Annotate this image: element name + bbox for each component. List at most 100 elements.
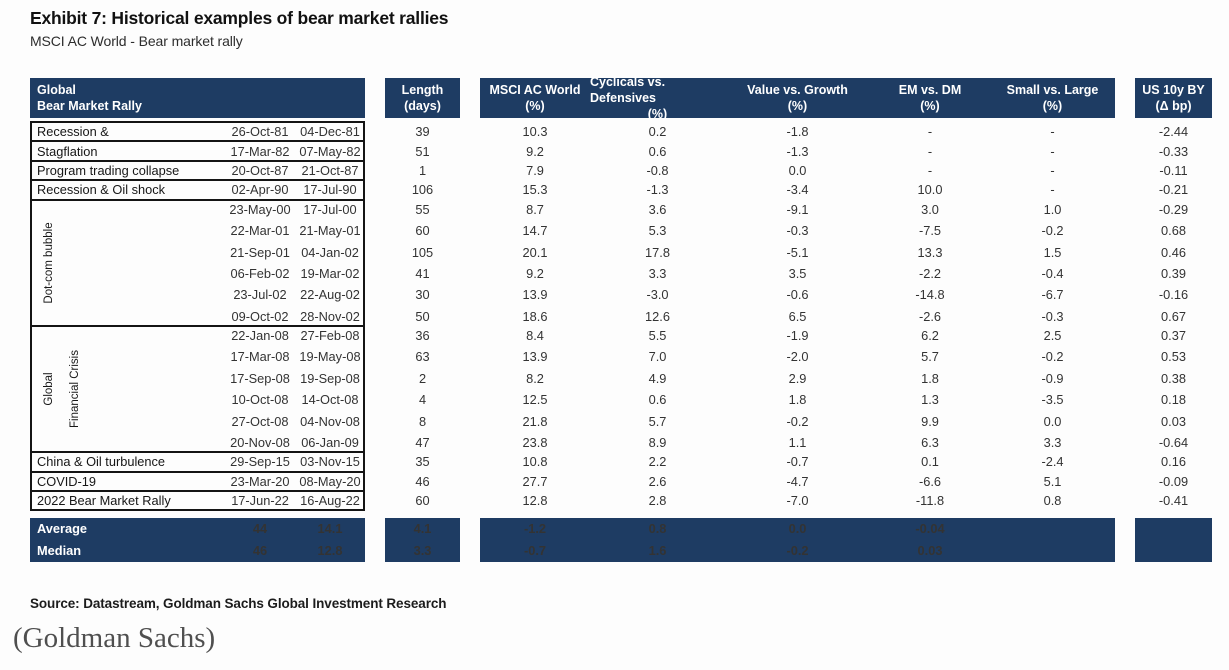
cell-us10y: 0.67	[1161, 308, 1186, 324]
cell-event-label: Program trading collapse	[37, 162, 180, 178]
cell-value-growth: 6.5	[788, 308, 807, 324]
cell-value-growth: 0.0	[725, 518, 870, 541]
cell-us10y: 0.46	[1161, 244, 1186, 260]
cell-end-date: 21-Oct-87	[301, 162, 359, 178]
cell-end-date: 14.1	[295, 518, 365, 541]
table-row: 17-Mar-08 19-May-08 63 13.9 7.0 -2.0 5.7 -0.2 0.…	[30, 346, 1212, 367]
cell-length: 105	[411, 244, 434, 260]
cell-end-date: 27-Feb-08	[300, 328, 360, 344]
event-group: 2022 Bear Market Rally 17-Jun-22 16-Aug-22…	[30, 490, 1212, 512]
cell-end-date: 19-Mar-02	[300, 265, 360, 281]
cell-end-date: 08-May-20	[299, 473, 361, 489]
cell-cyclicals-defensives: 7.0	[648, 349, 667, 365]
cell-us10y: -0.41	[1158, 493, 1189, 509]
cell-msci: 13.9	[522, 349, 548, 365]
cell-em-dm: 3.0	[921, 201, 939, 217]
cell-small-large: -0.4	[1041, 265, 1064, 281]
cell-cyclicals-defensives: 5.7	[648, 413, 667, 429]
cell-msci: 9.2	[526, 265, 544, 281]
cell-length: 63	[415, 349, 430, 365]
cell-small-large: 0.8	[1043, 493, 1062, 509]
event-group-vertical-label: Global	[43, 372, 55, 406]
exhibit-title: Exhibit 7: Historical examples of bear m…	[30, 8, 449, 28]
cell-small-large: -	[1050, 143, 1055, 159]
table-body: Recession & 26-Oct-81 04-Dec-81 39 10.3 0.2 -1…	[30, 121, 1212, 512]
cell-em-dm: 0.1	[921, 454, 939, 470]
cell-cyclicals-defensives: -3.0	[646, 287, 669, 303]
cell-start-date: 17-Mar-08	[230, 349, 290, 365]
grid-cell	[1135, 518, 1212, 541]
cell-start-date: 23-Mar-20	[230, 473, 290, 489]
header-em-dm-line1: EM vs. DM	[898, 82, 962, 97]
cell-start-date: 22-Mar-01	[230, 223, 290, 239]
cell-cyclicals-defensives: 1.6	[590, 540, 725, 563]
cell-msci: 14.7	[522, 223, 548, 239]
cell-start-date: 46	[225, 540, 295, 563]
header-msci-line1: MSCI AC World	[489, 82, 581, 97]
table-summary: Average 44 14.1 4.1 -1.2 0.8 0.0 -0.04 Median 46 1…	[30, 518, 1212, 563]
cell-em-dm: -6.6	[918, 473, 942, 489]
cell-us10y: 0.16	[1161, 454, 1186, 470]
header-us-10y-by: US 10y BY (Δ bp)	[1135, 78, 1212, 118]
event-group: China & Oil turbulence 29-Sep-15 03-Nov-15…	[30, 451, 1212, 473]
cell-cyclicals-defensives: 3.3	[648, 265, 667, 281]
cell-em-dm: -14.8	[915, 287, 945, 303]
cell-em-dm: 6.2	[921, 328, 939, 344]
header-global-bear-market-rally: Global Bear Market Rally	[30, 78, 365, 118]
table-row: 22-Mar-01 21-May-01 60 14.7 5.3 -0.3 -7.5 -0.2 0…	[30, 220, 1212, 241]
cell-cyclicals-defensives: 4.9	[648, 370, 667, 386]
cell-length: 41	[415, 265, 430, 281]
cell-us10y: 0.37	[1161, 328, 1186, 344]
cell-small-large: -2.4	[1041, 454, 1064, 470]
table-row: COVID-19 23-Mar-20 08-May-20 46 27.7 2.6 -4.7 -…	[30, 471, 1212, 492]
table-row: Recession & 26-Oct-81 04-Dec-81 39 10.3 0.2 -1…	[30, 121, 1212, 142]
cell-em-dm: 13.3	[917, 244, 943, 260]
cell-end-date: 03-Nov-15	[300, 454, 360, 470]
cell-event-label: 2022 Bear Market Rally	[37, 493, 171, 509]
cell-cyclicals-defensives: 2.8	[648, 493, 667, 509]
cell-value-growth: 2.9	[788, 370, 807, 386]
cell-value-growth: -5.1	[786, 244, 809, 260]
cell-em-dm: -2.6	[918, 308, 942, 324]
cell-us10y: -0.09	[1158, 473, 1189, 489]
table-row: Stagflation 17-Mar-82 07-May-82 51 9.2 0.6 -1.…	[30, 140, 1212, 161]
cell-cyclicals-defensives: 0.2	[648, 124, 667, 140]
row-gap	[365, 540, 385, 562]
cell-em-dm: -11.8	[915, 493, 945, 509]
cell-cyclicals-defensives: -0.8	[646, 162, 669, 178]
cell-us10y: 0.18	[1161, 392, 1186, 408]
cell-value-growth: -0.2	[786, 413, 809, 429]
cell-length: 60	[415, 223, 430, 239]
cell-end-date: 04-Dec-81	[300, 124, 360, 140]
cell-em-dm: -7.5	[918, 223, 942, 239]
cell-length: 1	[418, 162, 427, 178]
table-row: 22-Jan-08 27-Feb-08 36 8.4 5.5 -1.9 6.2 2.5 0.37	[30, 325, 1212, 346]
cell-value-growth: -0.2	[725, 540, 870, 563]
cell-value-growth: 3.5	[788, 265, 807, 281]
cell-cyclicals-defensives: -1.3	[646, 182, 669, 198]
cell-us10y: -0.11	[1159, 162, 1188, 178]
cell-event-label: Stagflation	[37, 143, 98, 159]
cell-msci: -0.7	[480, 540, 590, 563]
cell-small-large: 2.5	[1043, 328, 1062, 344]
cell-msci: 10.8	[522, 454, 548, 470]
event-group: Recession & 26-Oct-81 04-Dec-81 39 10.3 0.2 -1…	[30, 121, 1212, 143]
cell-msci: 9.2	[526, 143, 544, 159]
event-group: Stagflation 17-Mar-82 07-May-82 51 9.2 0.6 -1.…	[30, 140, 1212, 162]
cell-length: 2	[418, 370, 427, 386]
cell-end-date: 12.8	[295, 540, 365, 563]
header-msci-line2: (%)	[525, 99, 545, 113]
cell-length: 30	[415, 287, 430, 303]
cell-us10y: -0.33	[1158, 143, 1189, 159]
source-note: Source: Datastream, Goldman Sachs Global…	[30, 596, 447, 611]
cell-start-date: 26-Oct-81	[231, 124, 289, 140]
cell-value-growth: -4.7	[786, 473, 809, 489]
header-gap	[460, 78, 480, 118]
event-group: Program trading collapse 20-Oct-87 21-Oct-…	[30, 159, 1212, 182]
cell-us10y: 0.38	[1161, 370, 1186, 386]
cell-cyclicals-defensives: 5.5	[648, 328, 667, 344]
cell-start-date: 09-Oct-02	[231, 308, 289, 324]
cell-small-large: 1.0	[1043, 201, 1062, 217]
cell-event-label: Median	[30, 540, 225, 563]
cell-start-date: 17-Mar-82	[230, 143, 290, 159]
